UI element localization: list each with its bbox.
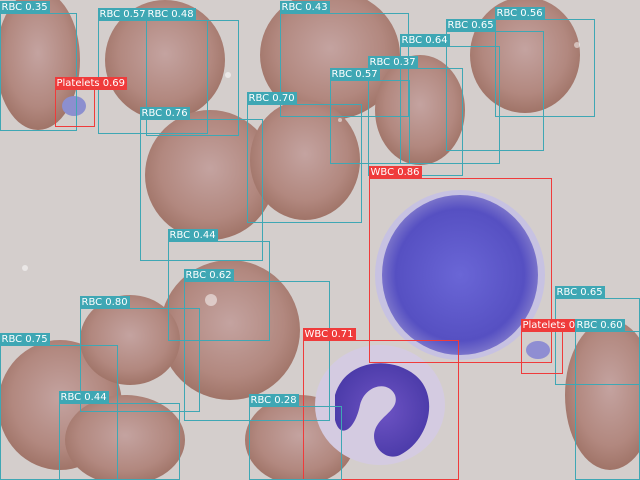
rbc-detection-box: RBC 0.48 — [145, 8, 239, 136]
detection-label: RBC 0.44 — [167, 229, 218, 242]
detection-label: RBC 0.75 — [0, 333, 50, 346]
cell-highlights — [22, 42, 580, 306]
detection-label: RBC 0.80 — [79, 296, 130, 309]
rbc-detection-box: RBC 0.65 — [445, 19, 544, 151]
rbc-detection-box: RBC 0.57 — [329, 68, 410, 164]
rbc-detection-box: RBC 0.70 — [246, 92, 362, 223]
detection-label: RBC 0.35 — [0, 1, 50, 14]
rbc-detection-box: RBC 0.28 — [248, 394, 342, 480]
rbc-detection-box: RBC 0.64 — [399, 34, 500, 164]
detection-label: WBC 0.86 — [368, 166, 422, 179]
rbc-detection-box: RBC 0.60 — [574, 319, 640, 480]
detection-label: RBC 0.48 — [145, 8, 196, 21]
detection-label: RBC 0.65 — [554, 286, 605, 299]
platelet-detection-box: Platelets 0.69 — [54, 77, 128, 127]
detection-label: RBC 0.28 — [248, 394, 299, 407]
rbc-detection-box: RBC 0.80 — [79, 296, 200, 412]
detection-label: RBC 0.56 — [494, 7, 545, 20]
wbc-cells — [315, 190, 545, 465]
wbc-detection-box: WBC 0.86 — [368, 166, 552, 363]
detection-label: RBC 0.44 — [58, 391, 109, 404]
rbc-detection-box: RBC 0.43 — [279, 1, 409, 117]
rbc-detection-box: RBC 0.44 — [167, 229, 270, 341]
detection-label: RBC 0.37 — [367, 56, 418, 69]
platelet-detection-box: Platelets 0 — [520, 319, 578, 374]
detection-label: WBC 0.71 — [302, 328, 356, 341]
detection-label: RBC 0.62 — [183, 269, 234, 282]
detection-label: Platelets 0 — [520, 319, 578, 332]
detection-label: RBC 0.64 — [399, 34, 450, 47]
detection-label: RBC 0.43 — [279, 1, 330, 14]
detection-label: RBC 0.60 — [574, 319, 625, 332]
rbc-detection-box: RBC 0.44 — [58, 391, 180, 480]
detection-label: RBC 0.57 — [97, 8, 148, 21]
rbc-detection-box: RBC 0.35 — [0, 1, 77, 131]
platelet-cells — [62, 96, 550, 359]
rbc-detection-box: RBC 0.56 — [494, 7, 595, 117]
rbc-detection-box: RBC 0.62 — [183, 269, 330, 421]
detection-label: RBC 0.70 — [246, 92, 297, 105]
detection-label: RBC 0.65 — [445, 19, 496, 32]
rbc-detection-box: RBC 0.76 — [139, 107, 263, 261]
detection-label: Platelets 0.69 — [54, 77, 128, 90]
detection-label: RBC 0.57 — [329, 68, 380, 81]
detection-label: RBC 0.76 — [139, 107, 190, 120]
